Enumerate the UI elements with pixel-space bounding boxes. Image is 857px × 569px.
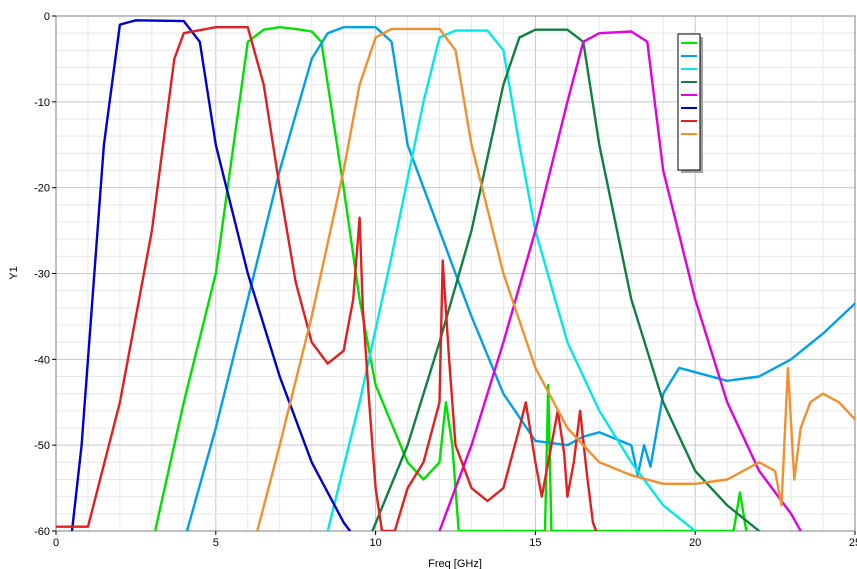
series-line-6 bbox=[70, 19, 352, 531]
legend-box bbox=[677, 33, 701, 171]
y-axis-ticks: 0 -10 -20 -30 -40 -50 -60 bbox=[34, 11, 56, 538]
x-tick-label: 0 bbox=[53, 537, 59, 549]
series-line-1 bbox=[153, 26, 748, 531]
x-axis-ticks: 0 5 10 15 20 25 bbox=[53, 531, 857, 549]
series-line-2 bbox=[185, 26, 855, 531]
y-tick-label: -40 bbox=[34, 354, 50, 366]
y-tick-label: -10 bbox=[34, 97, 50, 109]
series-line-8 bbox=[256, 27, 855, 531]
series-line-3 bbox=[326, 29, 697, 531]
y-tick-label: -20 bbox=[34, 183, 50, 195]
y-tick-label: -50 bbox=[34, 440, 50, 452]
legend bbox=[677, 33, 703, 173]
y-tick-label: -60 bbox=[34, 526, 50, 538]
x-tick-label: 15 bbox=[529, 537, 541, 549]
x-tick-label: 20 bbox=[689, 537, 701, 549]
x-tick-label: 10 bbox=[369, 537, 381, 549]
y-axis-label: Y1 bbox=[8, 266, 20, 279]
y-tick-label: -30 bbox=[34, 269, 50, 281]
x-tick-label: 25 bbox=[849, 537, 857, 549]
x-axis-label: Freq [GHz] bbox=[428, 558, 482, 569]
y-tick-label: 0 bbox=[44, 11, 50, 23]
x-tick-label: 5 bbox=[213, 537, 219, 549]
series-lines bbox=[56, 19, 855, 531]
series-line-4 bbox=[371, 28, 761, 531]
grid bbox=[55, 15, 856, 532]
